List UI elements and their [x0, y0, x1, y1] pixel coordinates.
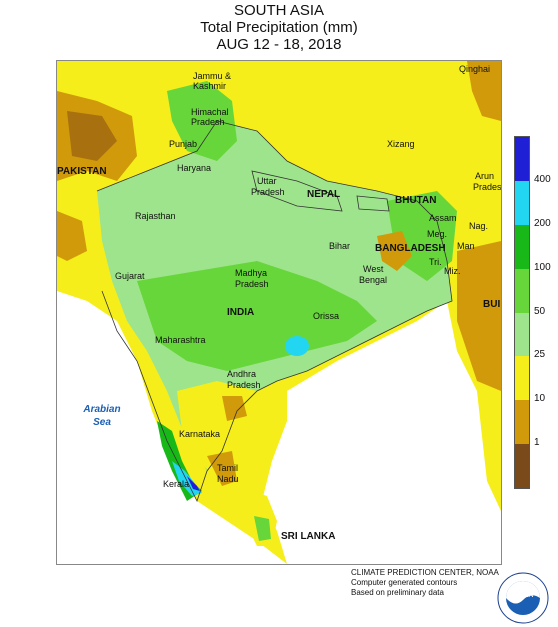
- label-nepal: NEPAL: [307, 189, 341, 200]
- dry-area-east: [457, 241, 501, 391]
- label-rajasthan: Rajasthan: [135, 211, 176, 221]
- heavy-rain-orissa: [285, 336, 309, 356]
- label-nagaland: Nag.: [469, 221, 489, 231]
- label-tripura: Tri.: [429, 257, 442, 267]
- map-title: SOUTH ASIA Total Precipitation (mm) AUG …: [0, 2, 558, 53]
- label-mizoram: Miz.: [444, 266, 461, 276]
- label-manipur: Man: [457, 241, 475, 251]
- legend-swatch: [515, 268, 529, 313]
- extreme-rain-kerala: [187, 476, 200, 491]
- legend-tick-label: 200: [534, 217, 551, 229]
- label-madhya-pradesh: Pradesh: [235, 279, 269, 289]
- brown-deccan: [222, 396, 247, 421]
- label-sea: Sea: [93, 417, 111, 428]
- label-bangladesh: BANGLADESH: [375, 243, 446, 254]
- footer-notes: CLIMATE PREDICTION CENTER, NOAA Computer…: [351, 568, 499, 598]
- dry-area-northeast: [467, 61, 501, 121]
- legend-swatch: [515, 180, 529, 225]
- legend-swatch: [515, 356, 529, 401]
- label-jammu: Jammu &: [193, 71, 232, 81]
- footer-data-note: Based on preliminary data: [351, 588, 444, 597]
- legend-swatch: [515, 312, 529, 357]
- ocean: [57, 291, 287, 564]
- label-gujarat: Gujarat: [115, 271, 145, 281]
- legend-tick-label: 400: [534, 173, 551, 185]
- dry-area-west: [57, 211, 87, 261]
- logo-text: NOAA: [513, 592, 534, 599]
- label-arabian: Arabian: [83, 404, 121, 415]
- country-border: [96, 120, 453, 503]
- title-variable: Total Precipitation (mm): [200, 19, 358, 36]
- dry-tamil-nadu: [207, 451, 237, 486]
- dry-bangladesh: [377, 231, 412, 271]
- title-region: SOUTH ASIA: [233, 2, 325, 19]
- label-nadu: Nadu: [217, 474, 239, 484]
- legend-swatch: [515, 224, 529, 269]
- legend-tick-label: 100: [534, 261, 551, 273]
- label-maharashtra: Maharashtra: [155, 335, 206, 345]
- label-uttar: Uttar: [257, 176, 277, 186]
- medium-green-north: [167, 81, 237, 161]
- bhutan-border: [356, 195, 390, 212]
- noaa-logo-icon: NOAA: [497, 572, 549, 624]
- label-bengal: Bengal: [359, 275, 388, 285]
- label-arun: Arun: [475, 171, 495, 181]
- title-dates: AUG 12 - 18, 2018: [216, 36, 342, 53]
- legend-tick-label: 25: [534, 349, 546, 361]
- label-haryana: Haryana: [177, 163, 212, 173]
- label-burma: BUI: [483, 299, 501, 310]
- label-tamil: Tamil: [217, 463, 239, 473]
- bay-of-bengal: [262, 301, 501, 564]
- label-uttar-pradesh: Pradesh: [251, 187, 285, 197]
- label-madhya: Madhya: [235, 268, 268, 278]
- legend-tick-label: 50: [534, 305, 546, 317]
- label-kerala: Kerala: [163, 479, 190, 489]
- label-orissa: Orissa: [313, 311, 340, 321]
- legend-tick-label: 10: [534, 393, 546, 405]
- color-legend: [514, 136, 530, 489]
- label-india: INDIA: [227, 307, 255, 318]
- label-meghalaya: Meg.: [427, 229, 448, 239]
- footer-source: CLIMATE PREDICTION CENTER, NOAA: [351, 568, 499, 577]
- label-bihar: Bihar: [329, 241, 351, 251]
- legend-swatch: [515, 444, 529, 488]
- label-arabian-sea: Arabian Sea: [77, 403, 127, 429]
- label-pakistan: PAKISTAN: [57, 166, 107, 177]
- label-assam: Assam: [429, 213, 457, 223]
- legend-tick-label: 1: [534, 437, 540, 449]
- label-karnataka: Karnataka: [179, 429, 221, 439]
- legend-swatch: [515, 400, 529, 445]
- nepal-border: [251, 170, 343, 212]
- precipitation-map: Qinghai Jammu & Kashmir Himachal Pradesh…: [56, 60, 502, 565]
- label-sri-lanka: SRI LANKA: [281, 531, 336, 542]
- dry-area-pakistan-inner: [67, 111, 117, 161]
- label-kashmir: Kashmir: [193, 81, 227, 91]
- map-drawing: [57, 61, 501, 564]
- label-bhutan: BHUTAN: [395, 195, 437, 206]
- footer-contours: Computer generated contours: [351, 578, 458, 587]
- medium-green-region: [137, 261, 377, 371]
- label-himachal-pradesh: Pradesh: [191, 117, 225, 127]
- label-west: West: [363, 264, 384, 274]
- label-himachal: Himachal: [191, 107, 229, 117]
- label-xizang: Xizang: [387, 139, 415, 149]
- label-punjab: Punjab: [169, 139, 198, 149]
- label-qinghai: Qinghai: [459, 64, 491, 74]
- label-arun-pradesh: Prades: [473, 182, 502, 192]
- label-andhra: Andhra: [227, 369, 257, 379]
- label-andhra-pradesh: Pradesh: [227, 380, 261, 390]
- sri-lanka-green: [254, 516, 271, 541]
- legend-swatch: [515, 137, 529, 181]
